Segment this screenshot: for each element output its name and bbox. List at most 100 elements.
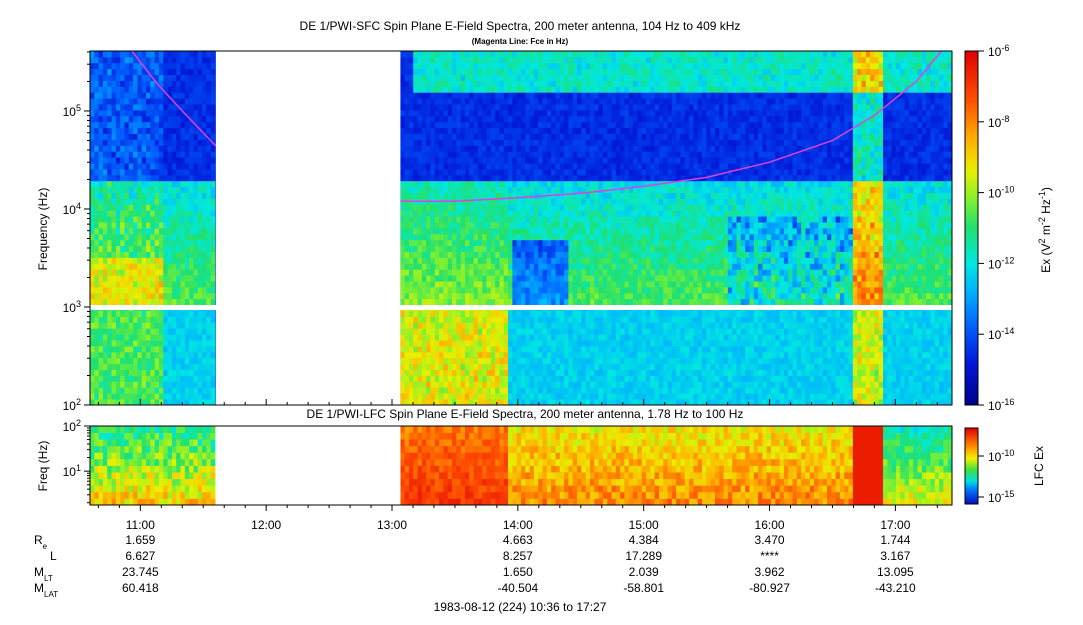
heatmap-cell bbox=[469, 186, 474, 193]
heatmap-cell bbox=[499, 357, 505, 365]
heatmap-cell bbox=[408, 269, 414, 276]
heatmap-cell bbox=[115, 151, 121, 158]
heatmap-cell bbox=[430, 334, 436, 341]
heatmap-cell bbox=[206, 110, 212, 117]
heatmap-cell bbox=[598, 127, 604, 134]
heatmap-cell bbox=[167, 62, 173, 70]
heatmap-cell bbox=[197, 180, 203, 188]
heatmap-cell bbox=[477, 334, 483, 341]
heatmap-cell bbox=[477, 121, 483, 129]
heatmap-cell bbox=[516, 334, 522, 341]
heatmap-cell bbox=[477, 233, 483, 241]
heatmap-cell bbox=[611, 86, 617, 93]
heatmap-cell bbox=[184, 145, 190, 152]
heatmap-cell bbox=[137, 263, 143, 270]
heatmap-cell bbox=[521, 399, 526, 406]
heatmap-cell bbox=[564, 56, 569, 64]
heatmap-cell bbox=[137, 127, 143, 134]
heatmap-cell bbox=[490, 157, 496, 164]
heatmap-cell bbox=[460, 334, 466, 341]
heatmap-cell bbox=[206, 233, 212, 241]
heatmap-cell bbox=[210, 169, 216, 176]
heatmap-cell bbox=[555, 322, 561, 329]
heatmap-cell bbox=[611, 145, 617, 152]
heatmap-cell bbox=[529, 115, 535, 123]
heatmap-cell bbox=[551, 357, 556, 365]
heatmap-cell bbox=[589, 281, 595, 288]
heatmap-cell bbox=[564, 210, 569, 217]
heatmap-cell bbox=[615, 239, 621, 247]
heatmap-cell bbox=[150, 275, 156, 282]
heatmap-cell bbox=[559, 351, 565, 359]
heatmap-cell bbox=[163, 92, 168, 99]
heatmap-cell bbox=[443, 192, 449, 199]
heatmap-cell bbox=[486, 281, 492, 288]
heatmap-cell bbox=[620, 198, 625, 205]
heatmap-cell bbox=[434, 180, 440, 188]
heatmap-cell bbox=[624, 222, 630, 229]
heatmap-cell bbox=[602, 180, 608, 188]
heatmap-cell bbox=[413, 169, 418, 176]
heatmap-cell bbox=[146, 363, 151, 370]
heatmap-cell bbox=[546, 92, 552, 99]
heatmap-cell bbox=[452, 233, 457, 241]
heatmap-cell bbox=[163, 239, 168, 247]
heatmap-cell bbox=[404, 251, 410, 258]
heatmap-cell bbox=[460, 110, 466, 117]
heatmap-cell bbox=[193, 316, 199, 323]
heatmap-cell bbox=[551, 346, 556, 353]
heatmap-cell bbox=[128, 363, 134, 370]
heatmap-cell bbox=[107, 316, 112, 323]
heatmap-cell bbox=[486, 399, 492, 406]
heatmap-cell bbox=[439, 340, 444, 347]
heatmap-cell bbox=[210, 292, 216, 300]
heatmap-cell bbox=[176, 163, 181, 170]
heatmap-cell bbox=[546, 169, 552, 176]
heatmap-cell bbox=[202, 275, 207, 282]
heatmap-cell bbox=[602, 328, 608, 335]
heatmap-cell bbox=[408, 115, 414, 123]
heatmap-cell bbox=[124, 145, 130, 152]
heatmap-cell bbox=[426, 56, 431, 64]
heatmap-cell bbox=[628, 298, 634, 306]
heatmap-cell bbox=[193, 62, 199, 70]
heatmap-cell bbox=[421, 98, 427, 105]
heatmap-cell bbox=[94, 216, 100, 223]
heatmap-cell bbox=[115, 133, 121, 140]
heatmap-cell bbox=[585, 115, 591, 123]
heatmap-cell bbox=[404, 51, 410, 58]
heatmap-cell bbox=[426, 322, 431, 329]
heatmap-cell bbox=[538, 133, 543, 140]
heatmap-cell bbox=[400, 363, 406, 370]
heatmap-cell bbox=[486, 174, 492, 182]
heatmap-cell bbox=[477, 375, 483, 382]
heatmap-cell bbox=[572, 98, 578, 105]
heatmap-cell bbox=[598, 298, 604, 306]
heatmap-cell bbox=[473, 245, 479, 252]
heatmap-cell bbox=[503, 245, 509, 252]
heatmap-cell bbox=[577, 298, 582, 306]
heatmap-cell bbox=[503, 263, 509, 270]
heatmap-cell bbox=[551, 51, 556, 58]
heatmap-cell bbox=[572, 298, 578, 306]
heatmap-cell bbox=[197, 393, 203, 400]
heatmap-cell bbox=[404, 328, 410, 335]
heatmap-cell bbox=[167, 387, 173, 394]
heatmap-cell bbox=[456, 228, 462, 235]
heatmap-cell bbox=[529, 62, 535, 70]
heatmap-cell bbox=[512, 169, 518, 176]
heatmap-cell bbox=[137, 92, 143, 99]
heatmap-cell bbox=[430, 387, 436, 394]
heatmap-cell bbox=[150, 239, 156, 247]
heatmap-cell bbox=[503, 198, 509, 205]
heatmap-cell bbox=[430, 233, 436, 241]
heatmap-cell bbox=[602, 133, 608, 140]
heatmap-cell bbox=[133, 375, 138, 382]
heatmap-cell bbox=[426, 62, 431, 70]
heatmap-cell bbox=[426, 157, 431, 164]
heatmap-cell bbox=[469, 263, 474, 270]
heatmap-cell bbox=[538, 204, 543, 211]
heatmap-cell bbox=[516, 228, 522, 235]
heatmap-cell bbox=[94, 74, 100, 81]
heatmap-cell bbox=[206, 351, 212, 359]
